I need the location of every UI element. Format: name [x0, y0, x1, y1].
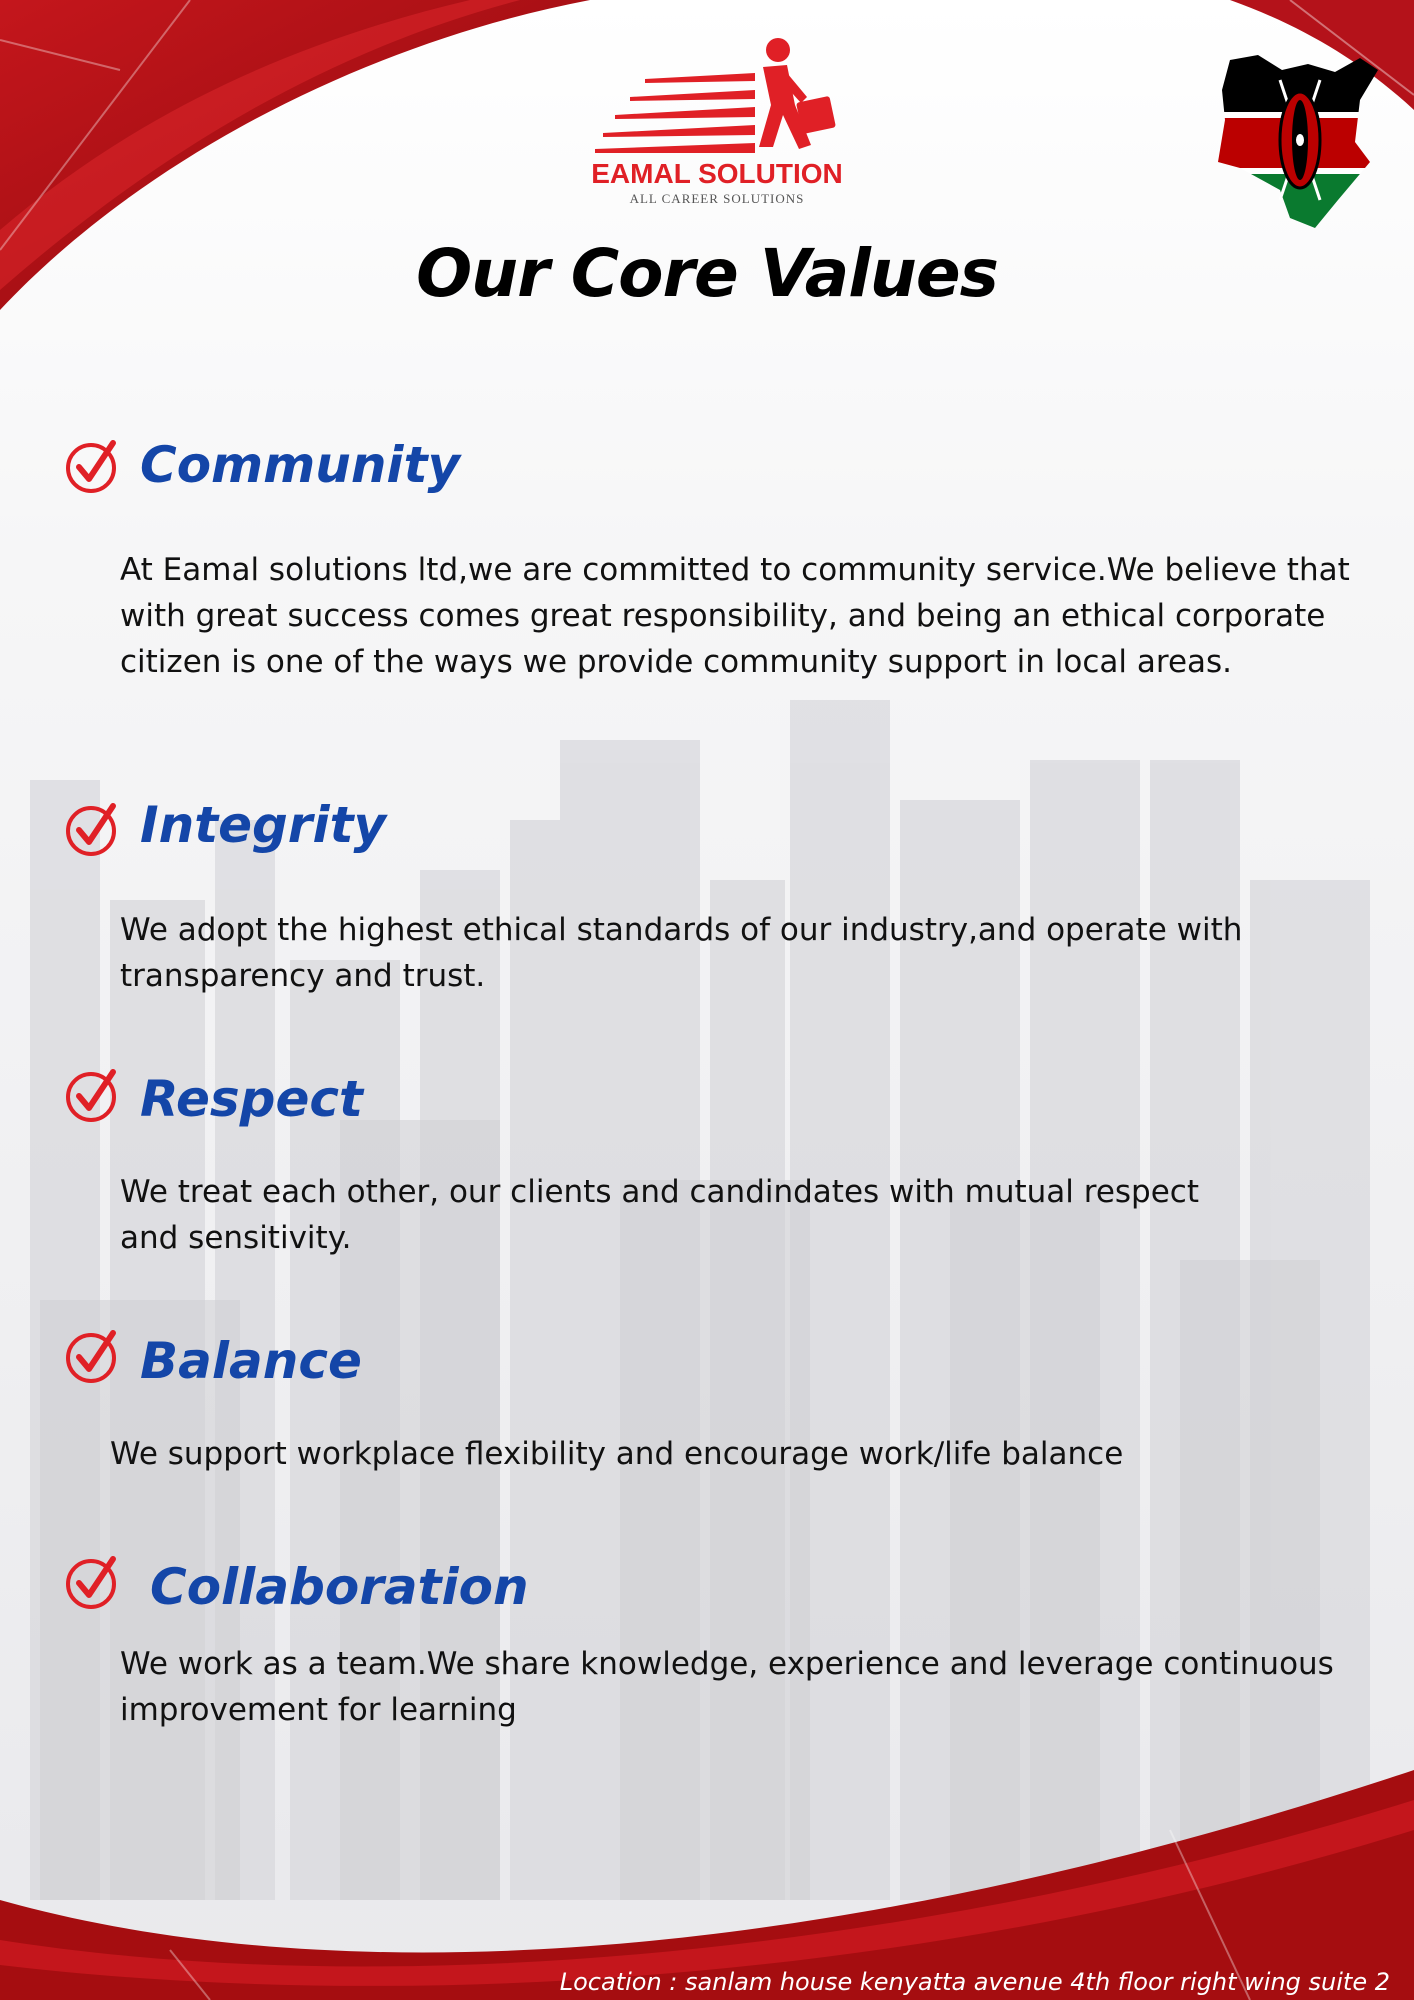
check-circle-icon — [66, 1069, 116, 1122]
value-title-respect: Respect — [140, 1070, 363, 1128]
check-circle-icon — [66, 803, 116, 856]
bottom-swoosh — [0, 1770, 1414, 2000]
check-circle-icon — [66, 1330, 116, 1383]
speed-lines — [595, 73, 755, 153]
value-title-community: Community — [140, 436, 461, 494]
page-title: Our Core Values — [416, 235, 999, 312]
logo-name: EAMAL SOLUTION — [591, 158, 842, 189]
logo-tagline: ALL CAREER SOLUTIONS — [630, 191, 805, 206]
check-circle-icon — [66, 1556, 116, 1609]
value-title-collaboration: Collaboration — [150, 1558, 529, 1616]
top-left-swoosh — [0, 0, 590, 310]
value-title-balance: Balance — [140, 1332, 362, 1390]
value-body-collaboration: We work as a team.We share knowledge, ex… — [120, 1646, 1334, 1728]
value-title-integrity: Integrity — [140, 796, 387, 854]
eamal-solution-logo: EAMAL SOLUTION ALL CAREER SOLUTIONS — [591, 38, 843, 206]
maasai-shield — [1278, 79, 1322, 201]
footer-location: Location : sanlam house kenyatta avenue … — [559, 1968, 1390, 1996]
running-man-logo — [759, 38, 836, 149]
kenya-flag-map — [1218, 55, 1378, 228]
value-body-balance: We support workplace flexibility and enc… — [110, 1436, 1124, 1472]
value-body-community: At Eamal solutions ltd,we are committed … — [120, 552, 1350, 680]
top-right-swoosh — [1230, 0, 1414, 110]
value-body-respect: We treat each other, our clients and can… — [120, 1174, 1200, 1256]
check-circle-icon — [66, 440, 116, 493]
value-body-integrity: We adopt the highest ethical standards o… — [120, 912, 1243, 994]
